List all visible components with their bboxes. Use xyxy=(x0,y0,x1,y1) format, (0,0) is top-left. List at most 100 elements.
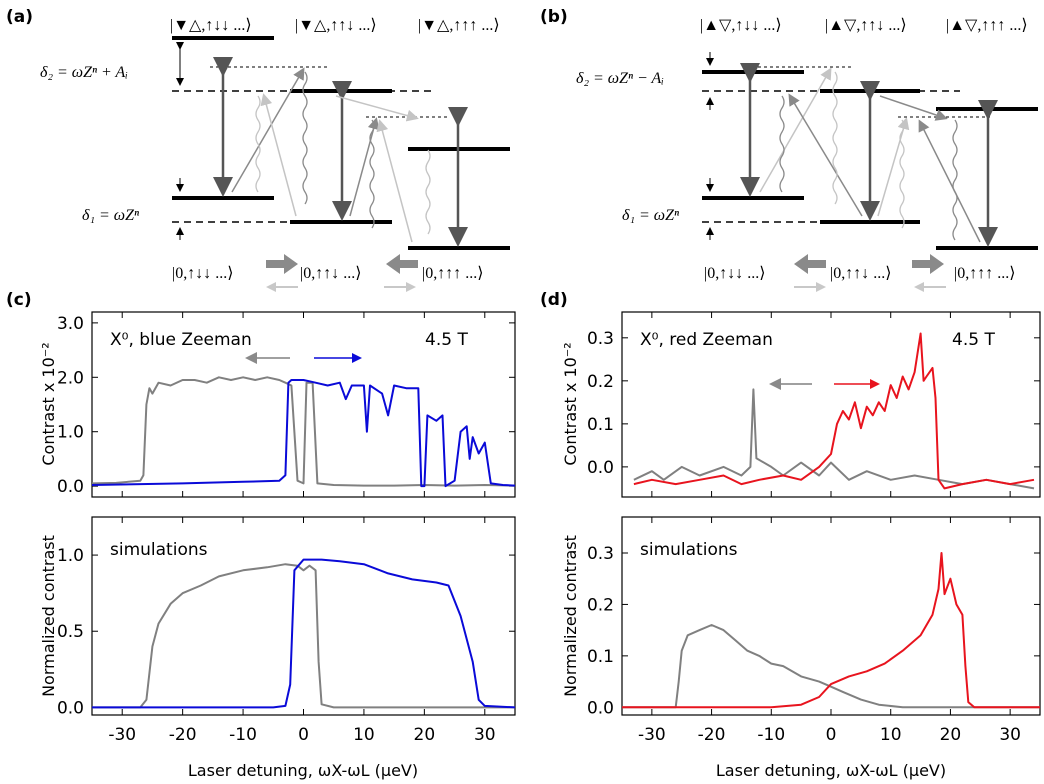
pump-arrow-right xyxy=(794,282,826,292)
y-tick-label: 0.5 xyxy=(57,622,84,642)
y-axis-label: Normalized contrast xyxy=(39,535,58,697)
y-tick-label: 0.3 xyxy=(587,329,614,349)
decay-wiggle xyxy=(425,149,431,235)
pump-arrow-left xyxy=(266,282,298,292)
series-line-red xyxy=(633,332,1035,490)
decay-wiggle xyxy=(255,95,261,193)
x-tick-label: 10 xyxy=(880,725,902,745)
transition-arrow xyxy=(759,67,832,193)
x-axis-label: Laser detuning, ωX-ωL (μeV) xyxy=(716,761,946,780)
decay-wiggle xyxy=(899,119,905,229)
transition-arrow xyxy=(335,95,419,122)
x-tick-label: -30 xyxy=(638,725,666,745)
series-line-blue xyxy=(92,558,516,709)
plot-annotation: X⁰, blue Zeeman xyxy=(110,330,252,350)
pump-arrow-left xyxy=(386,254,418,274)
arrow-head xyxy=(352,353,362,363)
delta1-label-b: δ₁ = ωZⁿ xyxy=(622,207,679,224)
pump-arrow-left xyxy=(794,254,826,274)
x-tick-label: -30 xyxy=(108,725,136,745)
transition-arrow xyxy=(376,119,413,243)
y-tick-label: 0.0 xyxy=(587,458,614,478)
panel-label-b: (b) xyxy=(540,7,568,27)
plot-annotation: simulations xyxy=(110,540,208,560)
state-bottom-b-1: |0,↑↓↓ ...⟩ xyxy=(704,265,765,282)
transition-arrow xyxy=(877,117,910,217)
y-tick-label: 1.0 xyxy=(57,546,84,566)
panel-label-a: (a) xyxy=(6,7,33,27)
level-diagram-b: |▲▽,↑↓↓ ...⟩ |▲▽,↑↑↓ ...⟩ |▲▽,↑↑↑ ...⟩ δ… xyxy=(576,17,1038,292)
decay-wiggle xyxy=(832,71,838,205)
series-line-gray xyxy=(92,563,515,709)
x-tick-label: -10 xyxy=(229,725,257,745)
state-bottom-a-2: |0,↑↑↓ ...⟩ xyxy=(300,265,361,282)
field-annotation: 4.5 T xyxy=(425,330,468,350)
transition-arrow xyxy=(788,93,863,217)
series-line-gray xyxy=(633,388,1035,490)
delta2-label-b: δ₂ = ωZⁿ − Aᵢ xyxy=(576,70,664,87)
y-tick-label: 0.0 xyxy=(57,698,84,718)
decay-wiggle xyxy=(369,119,375,229)
panel-label-d: (d) xyxy=(540,290,568,310)
y-axis-label: Contrast x 10⁻² xyxy=(561,342,580,465)
x-axis-label: Laser detuning, ωX-ωL (μeV) xyxy=(188,761,418,780)
decay-wiggle xyxy=(952,119,958,241)
state-top-a-3: |▼△,↑↑↑ ...⟩ xyxy=(418,17,500,34)
transition-arrow xyxy=(349,117,380,217)
state-top-a-2: |▼△,↑↑↓ ...⟩ xyxy=(295,17,377,34)
x-tick-label: 30 xyxy=(474,725,496,745)
state-bottom-a-3: |0,↑↑↑ ...⟩ xyxy=(422,265,483,282)
delta1-label-a: δ₁ = ωZⁿ xyxy=(82,207,139,224)
plot-annotation: simulations xyxy=(640,540,738,560)
x-tick-label: 0 xyxy=(826,725,837,745)
x-tick-label: -20 xyxy=(169,725,197,745)
series-line-gray xyxy=(91,376,516,487)
state-top-b-2: |▲▽,↑↑↓ ...⟩ xyxy=(825,17,907,34)
x-tick-label: 10 xyxy=(353,725,375,745)
decay-wiggle xyxy=(302,71,308,205)
y-tick-label: 0.1 xyxy=(587,647,614,667)
x-tick-label: -10 xyxy=(757,725,785,745)
transition-arrow xyxy=(879,95,948,121)
pump-arrow-right xyxy=(384,282,416,292)
arrow-head xyxy=(870,379,880,389)
field-annotation: 4.5 T xyxy=(952,330,995,350)
series-line-red xyxy=(622,552,1040,709)
state-bottom-b-3: |0,↑↑↑ ...⟩ xyxy=(954,265,1015,282)
decay-wiggle xyxy=(779,95,785,193)
plot-content: 0.0 0.5 1.0 -30 -20 -10 0 10 20 30 xyxy=(57,517,516,745)
plot-content: 0.0 0.1 0.2 0.3 xyxy=(587,312,1040,497)
plot-c-top: 0.0 1.0 2.0 3.0 X⁰, blue Zeeman 4.5 T xyxy=(57,311,516,498)
pump-arrow-left xyxy=(914,282,946,292)
x-tick-label: 30 xyxy=(999,725,1021,745)
plot-content: 0.0 0.1 0.2 0.3 -30 -20 -10 0 10 20 30 xyxy=(587,517,1040,745)
y-tick-label: 1.0 xyxy=(57,423,84,443)
plot-content: 0.0 1.0 2.0 3.0 xyxy=(57,312,516,497)
state-top-b-1: |▲▽,↑↓↓ ...⟩ xyxy=(700,17,782,34)
delta2-label-a: δ₂ = ωZⁿ + Aᵢ xyxy=(40,64,128,81)
series-line-gray xyxy=(622,624,1040,709)
y-tick-label: 0.1 xyxy=(587,415,614,435)
y-tick-label: 0.3 xyxy=(587,544,614,564)
y-tick-label: 0.2 xyxy=(587,372,614,392)
y-tick-label: 0.2 xyxy=(587,595,614,615)
transition-arrow xyxy=(918,119,981,243)
pump-arrow-right xyxy=(912,254,944,274)
pump-arrow-right xyxy=(266,254,298,274)
plot-d-bot: 0.0 0.1 0.2 0.3 -30 -20 -10 0 10 20 30 simulations xyxy=(587,516,1041,745)
y-tick-label: 0.0 xyxy=(587,698,614,718)
level-diagram-a: |▼△,↑↓↓ ...⟩ |▼△,↑↑↓ ...⟩ |▼△,↑↑↑ ...⟩ δ… xyxy=(40,17,510,292)
y-tick-label: 0.0 xyxy=(57,477,84,497)
state-bottom-b-2: |0,↑↑↓ ...⟩ xyxy=(830,265,891,282)
plot-d-top: 0.0 0.1 0.2 0.3 X⁰, red Zeeman 4.5 T xyxy=(587,311,1041,498)
state-bottom-a-1: |0,↑↓↓ ...⟩ xyxy=(172,265,233,282)
panel-label-c: (c) xyxy=(6,290,32,310)
y-tick-label: 2.0 xyxy=(57,368,84,388)
transition-arrow xyxy=(260,93,297,217)
transition-arrow xyxy=(231,67,305,193)
state-top-b-3: |▲▽,↑↑↑ ...⟩ xyxy=(946,17,1028,34)
y-axis-label: Normalized contrast xyxy=(561,535,580,697)
plot-annotation: X⁰, red Zeeman xyxy=(640,330,773,350)
